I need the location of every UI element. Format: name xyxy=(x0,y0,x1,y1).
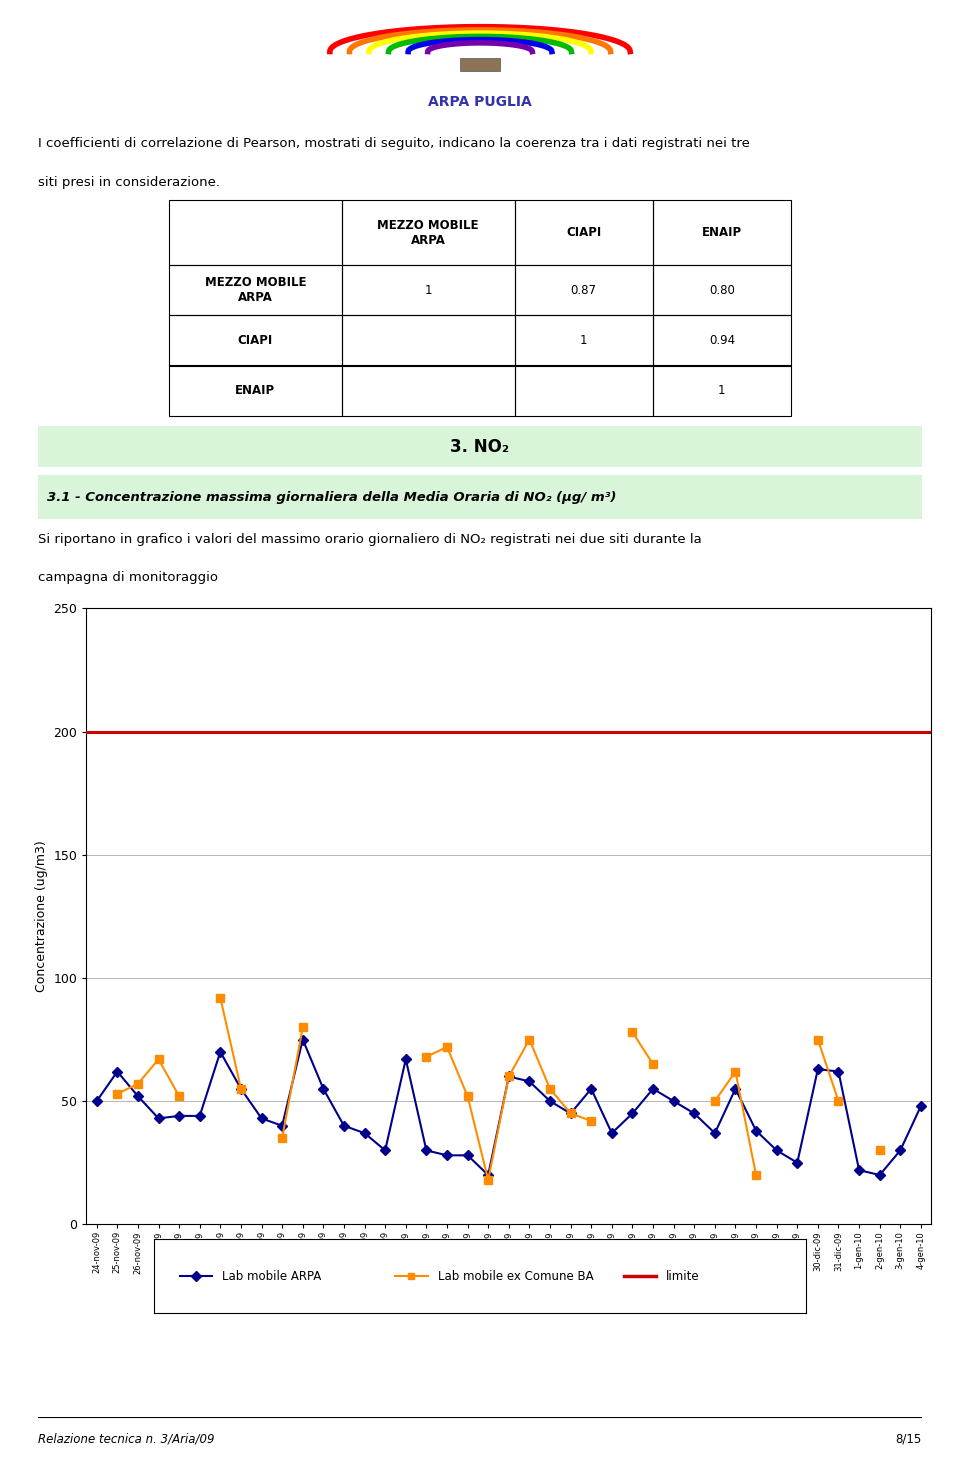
Text: limite: limite xyxy=(666,1270,700,1282)
Bar xyxy=(653,264,791,316)
Bar xyxy=(653,200,791,264)
Bar xyxy=(515,316,653,367)
Bar xyxy=(342,200,515,264)
Text: MEZZO MOBILE
ARPA: MEZZO MOBILE ARPA xyxy=(204,276,306,304)
Bar xyxy=(515,264,653,316)
Text: CIAPI: CIAPI xyxy=(238,334,273,347)
Text: I coefficienti di correlazione di Pearson, mostrati di seguito, indicano la coer: I coefficienti di correlazione di Pearso… xyxy=(38,137,751,150)
Text: 8/15: 8/15 xyxy=(896,1434,922,1445)
Text: MEZZO MOBILE
ARPA: MEZZO MOBILE ARPA xyxy=(377,218,479,246)
Bar xyxy=(169,200,342,264)
Text: Lab mobile ARPA: Lab mobile ARPA xyxy=(222,1270,322,1282)
Text: ENAIP: ENAIP xyxy=(235,384,276,396)
Bar xyxy=(342,365,515,416)
Bar xyxy=(653,316,791,367)
Text: 0.80: 0.80 xyxy=(709,283,734,297)
Text: 0.87: 0.87 xyxy=(570,283,597,297)
Text: CIAPI: CIAPI xyxy=(566,226,601,239)
Bar xyxy=(515,200,653,264)
Text: 0.94: 0.94 xyxy=(708,334,735,347)
Text: Si riportano in grafico i valori del massimo orario giornaliero di NO₂ registrat: Si riportano in grafico i valori del mas… xyxy=(38,533,702,546)
Bar xyxy=(653,365,791,416)
Y-axis label: Concentrazione (ug/m3): Concentrazione (ug/m3) xyxy=(35,840,48,993)
Text: siti presi in considerazione.: siti presi in considerazione. xyxy=(38,175,221,188)
Text: 3.1 - Concentrazione massima giornaliera della Media Oraria di NO₂ (μg/ m³): 3.1 - Concentrazione massima giornaliera… xyxy=(47,491,616,503)
Bar xyxy=(169,264,342,316)
Bar xyxy=(342,264,515,316)
Bar xyxy=(461,58,499,71)
Bar xyxy=(342,316,515,367)
Text: ENAIP: ENAIP xyxy=(702,226,742,239)
Text: Relazione tecnica n. 3/Aria/09: Relazione tecnica n. 3/Aria/09 xyxy=(38,1434,215,1445)
Text: Lab mobile ex Comune BA: Lab mobile ex Comune BA xyxy=(438,1270,593,1282)
Text: 1: 1 xyxy=(580,334,588,347)
Text: 3. NO₂: 3. NO₂ xyxy=(450,438,510,456)
Bar xyxy=(515,365,653,416)
Bar xyxy=(169,365,342,416)
Text: campagna di monitoraggio: campagna di monitoraggio xyxy=(38,571,219,583)
Bar xyxy=(169,316,342,367)
Text: 1: 1 xyxy=(718,384,726,396)
Text: ARPA PUGLIA: ARPA PUGLIA xyxy=(428,95,532,108)
Text: 1: 1 xyxy=(424,283,432,297)
